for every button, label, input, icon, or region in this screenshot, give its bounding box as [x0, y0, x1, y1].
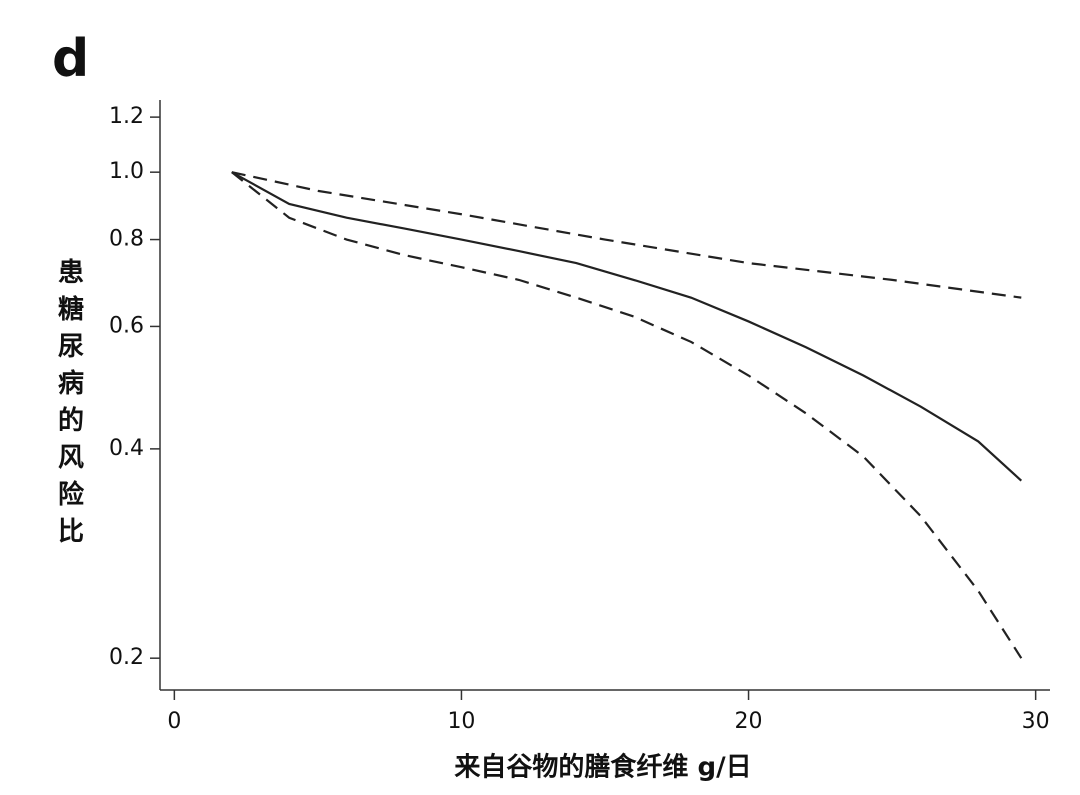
x-tick-label: 20 [735, 709, 763, 734]
y-axis-label: 患糖尿病的风险比 [54, 258, 84, 554]
y-tick-label: 0.8 [109, 227, 144, 252]
line-series [231, 171, 1023, 659]
x-axis-label: 来自谷物的膳食纤维 g/日 [454, 752, 751, 783]
panel-label: d [52, 29, 89, 89]
y-tick-label: 1.2 [109, 104, 144, 129]
x-tick-label: 30 [1022, 709, 1050, 734]
y-tick-label: 0.4 [109, 436, 144, 461]
x-tick-label: 10 [447, 709, 475, 734]
y-tick-label: 1.0 [109, 159, 144, 184]
x-tick-label: 0 [167, 709, 181, 734]
y-tick-label: 0.2 [109, 645, 144, 670]
line-series [231, 171, 1023, 482]
line-series [231, 171, 1022, 299]
y-tick-label: 0.6 [109, 313, 144, 338]
